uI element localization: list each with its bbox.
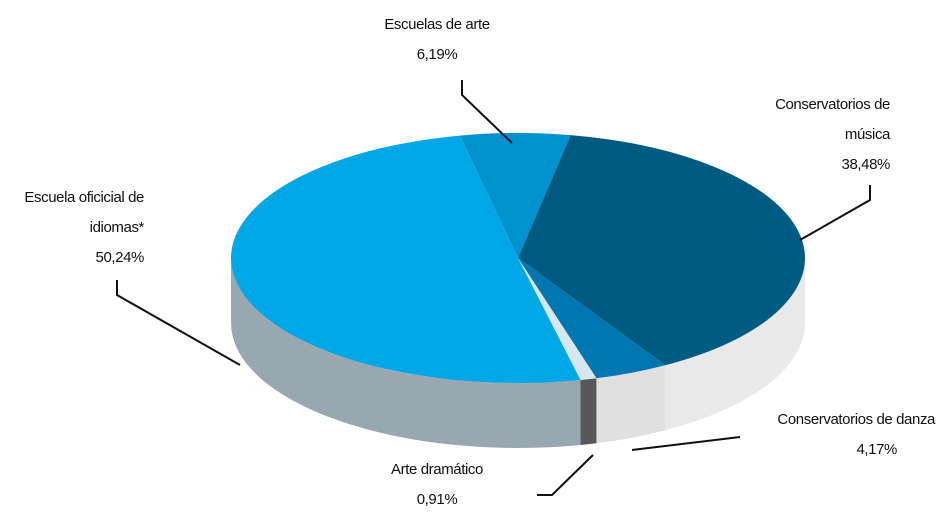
leader-line (116, 280, 241, 366)
label-name: Escuelas de arte (384, 16, 490, 33)
leader-line (799, 185, 871, 241)
slice-label: Arte dramático 0,91% (337, 455, 537, 515)
pie-sides (231, 258, 805, 448)
label-value: 4,17% (856, 441, 897, 458)
slice-label: Escuela oficicial de idiomas* 50,24% (6, 183, 166, 273)
slice-label: Conservatorios de música 38,48% (748, 90, 890, 180)
label-value: 50,24% (95, 249, 145, 266)
pie-tops (230, 133, 805, 384)
slice-side (580, 378, 597, 445)
slice (518, 258, 666, 379)
slice (230, 135, 581, 384)
label-name: Arte dramático (391, 461, 483, 478)
label-name: Conservatorios de música (775, 96, 890, 143)
slice-side (596, 365, 666, 444)
label-name: Conservatorios de danza (777, 411, 935, 428)
leader-line (537, 454, 594, 496)
leader-line (631, 436, 741, 451)
label-name: Escuela oficicial de idiomas* (24, 189, 144, 236)
slice (459, 133, 571, 258)
label-value: 6,19% (416, 46, 458, 63)
label-value: 38,48% (841, 156, 891, 173)
slice-side (665, 258, 805, 431)
slice-label: Escuelas de arte 6,19% (337, 10, 537, 70)
slice-label: Conservatorios de danza 4,17% (720, 405, 935, 465)
slice (518, 135, 805, 366)
label-value: 0,91% (416, 491, 458, 508)
slice (518, 258, 597, 380)
slice-side (231, 258, 581, 448)
leader-line (461, 80, 513, 144)
